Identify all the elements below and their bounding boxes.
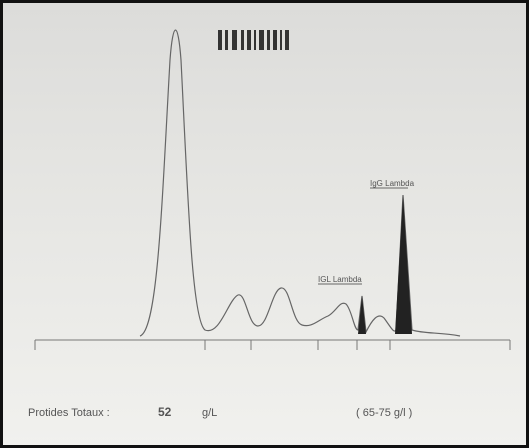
densitometry-curve — [139, 29, 461, 337]
peak-label: IGL Lambda — [318, 275, 362, 284]
reference-range: ( 65-75 g/l ) — [356, 407, 412, 419]
barcode — [218, 30, 289, 50]
monoclonal-peak-large — [395, 195, 412, 334]
total-protein-unit: g/L — [202, 407, 217, 419]
baseline-axis — [34, 339, 511, 350]
monoclonal-peak-small — [358, 296, 366, 334]
total-protein-value: 52 — [158, 405, 172, 419]
total-protein-label: Protides Totaux : — [28, 407, 110, 419]
peak-label: IgG Lambda — [370, 179, 415, 188]
